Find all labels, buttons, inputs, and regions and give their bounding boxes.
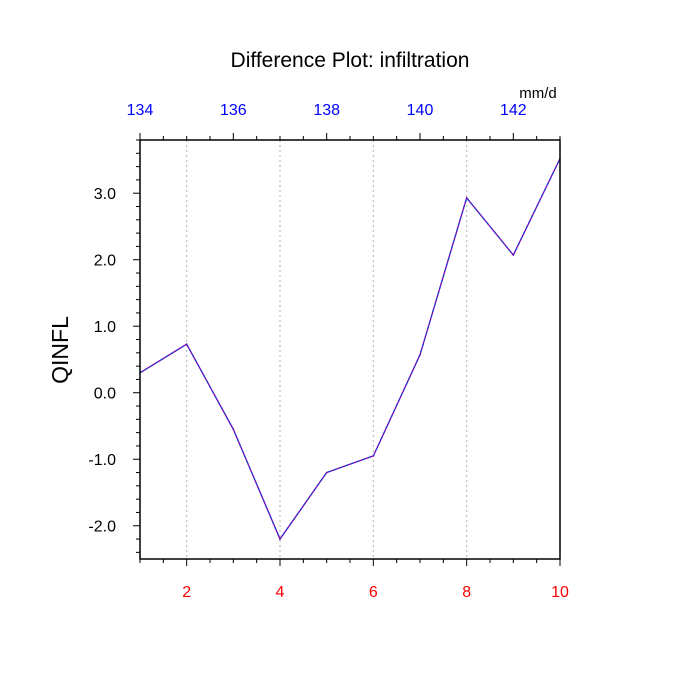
y-tick-label: 2.0 xyxy=(94,253,116,270)
data-point xyxy=(279,538,281,540)
plot-frame xyxy=(139,139,561,560)
y-tick-label: -2.0 xyxy=(88,519,116,536)
data-point xyxy=(512,254,515,256)
data-point xyxy=(419,354,421,356)
x-tick-label-top: 142 xyxy=(500,102,527,119)
units-label: mm/d xyxy=(519,85,557,102)
chart-title: Difference Plot: infiltration xyxy=(231,49,470,72)
x-tick-label-bottom: 2 xyxy=(182,584,191,601)
series-layer xyxy=(139,157,561,541)
data-point xyxy=(372,455,375,457)
grid-lines xyxy=(186,140,468,559)
data-point xyxy=(185,343,188,345)
series-line-dash xyxy=(139,158,561,541)
y-tick-label: -1.0 xyxy=(88,452,116,469)
y-tick-label: 3.0 xyxy=(94,186,116,203)
x-tick-label-bottom: 4 xyxy=(276,584,285,601)
axes-layer: 2 4 6 8 10 134 136 138 140 142 -2.0 -1.0 0.0 1.0 2.0 3.… xyxy=(88,102,569,601)
x-tick-label-bottom: 6 xyxy=(369,584,378,601)
x-tick-label-bottom: 10 xyxy=(551,584,569,601)
y-tick-label: 1.0 xyxy=(94,319,116,336)
x-tick-label-top: 134 xyxy=(127,102,154,119)
y-axis-label: QINFL xyxy=(47,316,73,384)
data-point xyxy=(465,197,468,199)
data-point xyxy=(325,471,328,474)
y-tick-label: 0.0 xyxy=(94,386,116,403)
x-tick-label-bottom: 8 xyxy=(462,584,471,601)
x-tick-label-top: 140 xyxy=(407,102,434,119)
data-point xyxy=(232,428,235,431)
x-tick-label-top: 136 xyxy=(220,102,247,119)
series-line xyxy=(139,158,561,541)
x-tick-label-top: 138 xyxy=(313,102,340,119)
